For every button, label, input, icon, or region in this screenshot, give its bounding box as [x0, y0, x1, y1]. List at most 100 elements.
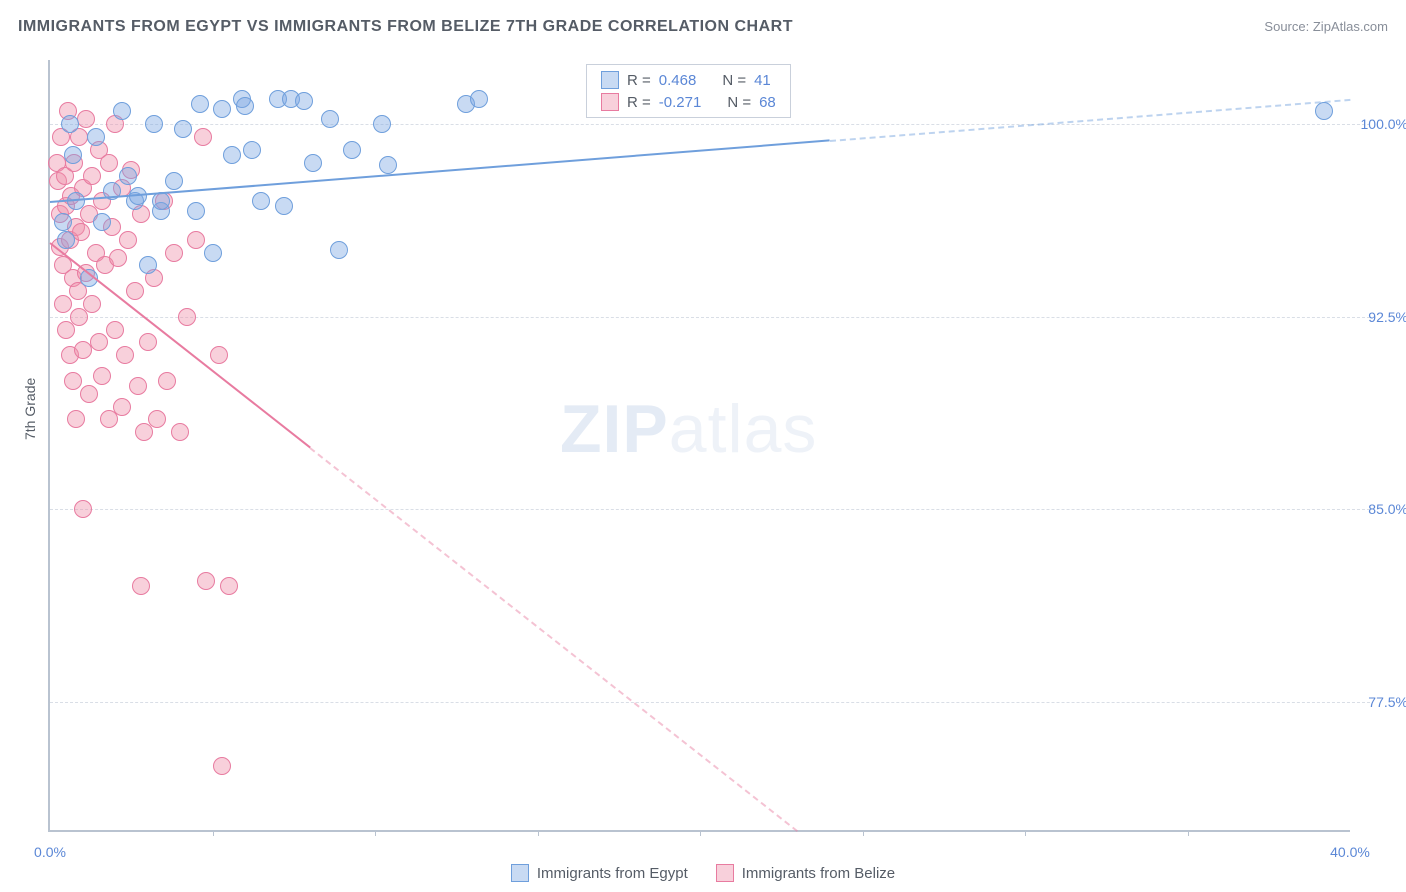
legend-row-belize: R = -0.271 N = 68 [587, 91, 790, 113]
y-axis-label: 7th Grade [22, 378, 38, 440]
legend-row-egypt: R = 0.468 N = 41 [587, 69, 790, 91]
swatch-egypt [601, 71, 619, 89]
n-label: N = [727, 94, 751, 111]
trend-line-egypt [830, 98, 1350, 141]
source-label: Source: [1264, 19, 1309, 34]
gridline [50, 124, 1370, 125]
x-tick-mark [1025, 830, 1026, 836]
source-value: ZipAtlas.com [1313, 19, 1388, 34]
n-value-belize: 68 [759, 94, 776, 111]
watermark-light: atlas [669, 391, 818, 467]
data-point-belize [83, 167, 101, 185]
data-point-egypt [165, 172, 183, 190]
data-point-belize [165, 244, 183, 262]
data-point-belize [64, 372, 82, 390]
data-point-belize [109, 249, 127, 267]
data-point-egypt [152, 192, 170, 210]
data-point-egypt [64, 146, 82, 164]
data-point-belize [129, 377, 147, 395]
data-point-belize [171, 423, 189, 441]
legend-label-egypt: Immigrants from Egypt [537, 865, 688, 882]
data-point-belize [100, 154, 118, 172]
data-point-egypt [470, 90, 488, 108]
gridline [50, 317, 1370, 318]
data-point-egypt [57, 231, 75, 249]
legend-item-belize: Immigrants from Belize [716, 864, 895, 882]
y-tick-label: 77.5% [1356, 694, 1406, 710]
data-point-egypt [93, 213, 111, 231]
data-point-belize [213, 757, 231, 775]
data-point-belize [158, 372, 176, 390]
data-point-belize [116, 346, 134, 364]
data-point-belize [67, 410, 85, 428]
y-tick-label: 85.0% [1356, 501, 1406, 517]
data-point-egypt [145, 115, 163, 133]
x-tick-label: 40.0% [1330, 844, 1370, 860]
data-point-belize [132, 577, 150, 595]
data-point-egypt [343, 141, 361, 159]
data-point-belize [220, 577, 238, 595]
data-point-belize [210, 346, 228, 364]
data-point-belize [119, 231, 137, 249]
data-point-belize [83, 295, 101, 313]
r-label: R = [627, 94, 651, 111]
data-point-belize [178, 308, 196, 326]
data-point-belize [148, 410, 166, 428]
scatter-plot-area: ZIPatlas R = 0.468 N = 41 R = -0.271 N =… [48, 60, 1350, 832]
data-point-belize [74, 500, 92, 518]
n-label: N = [722, 72, 746, 89]
data-point-belize [194, 128, 212, 146]
data-point-egypt [87, 128, 105, 146]
data-point-belize [187, 231, 205, 249]
trend-line-belize [309, 447, 798, 832]
gridline [50, 702, 1370, 703]
data-point-egypt [204, 244, 222, 262]
data-point-egypt [321, 110, 339, 128]
x-tick-mark [700, 830, 701, 836]
swatch-egypt [511, 864, 529, 882]
n-value-egypt: 41 [754, 72, 771, 89]
correlation-legend: R = 0.468 N = 41 R = -0.271 N = 68 [586, 64, 791, 118]
series-legend: Immigrants from Egypt Immigrants from Be… [0, 864, 1406, 882]
data-point-egypt [379, 156, 397, 174]
data-point-egypt [187, 202, 205, 220]
source-attribution: Source: ZipAtlas.com [1264, 19, 1388, 34]
data-point-egypt [174, 120, 192, 138]
y-tick-label: 92.5% [1356, 309, 1406, 325]
x-tick-mark [213, 830, 214, 836]
data-point-egypt [223, 146, 241, 164]
data-point-egypt [236, 97, 254, 115]
data-point-egypt [373, 115, 391, 133]
y-tick-label: 100.0% [1356, 116, 1406, 132]
chart-title: IMMIGRANTS FROM EGYPT VS IMMIGRANTS FROM… [18, 18, 793, 36]
data-point-belize [90, 333, 108, 351]
data-point-belize [93, 367, 111, 385]
data-point-belize [126, 282, 144, 300]
data-point-egypt [61, 115, 79, 133]
x-tick-mark [1188, 830, 1189, 836]
swatch-belize [601, 93, 619, 111]
data-point-egypt [213, 100, 231, 118]
legend-label-belize: Immigrants from Belize [742, 865, 895, 882]
data-point-egypt [191, 95, 209, 113]
data-point-belize [77, 110, 95, 128]
watermark: ZIPatlas [560, 390, 817, 468]
data-point-egypt [330, 241, 348, 259]
gridline [50, 509, 1370, 510]
watermark-bold: ZIP [560, 391, 669, 467]
data-point-belize [80, 385, 98, 403]
x-tick-mark [538, 830, 539, 836]
data-point-belize [54, 295, 72, 313]
data-point-belize [139, 333, 157, 351]
data-point-egypt [139, 256, 157, 274]
data-point-egypt [295, 92, 313, 110]
data-point-egypt [54, 213, 72, 231]
data-point-belize [106, 321, 124, 339]
data-point-belize [113, 398, 131, 416]
data-point-egypt [275, 197, 293, 215]
r-value-egypt: 0.468 [659, 72, 697, 89]
x-tick-mark [375, 830, 376, 836]
trend-line-egypt [50, 140, 830, 204]
r-value-belize: -0.271 [659, 94, 702, 111]
data-point-egypt [113, 102, 131, 120]
